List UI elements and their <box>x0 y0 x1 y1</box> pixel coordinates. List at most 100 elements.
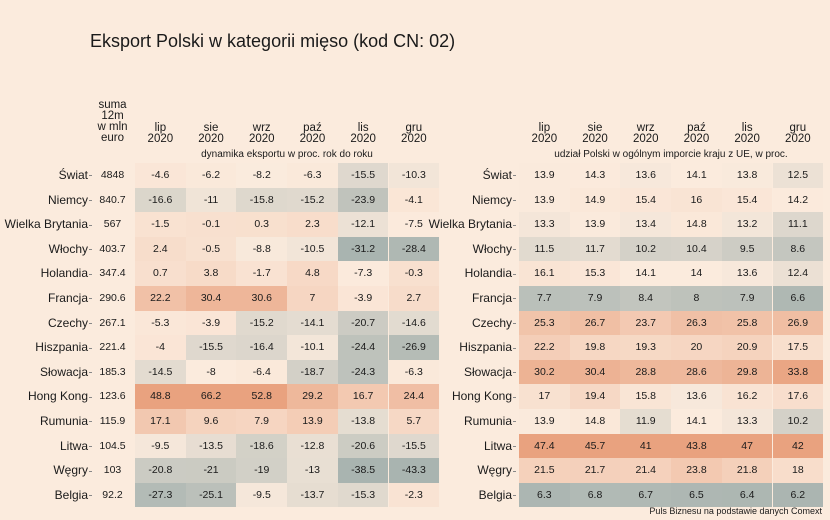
country-label: Hiszpania <box>35 335 92 359</box>
heatmap-cell: 14.9 <box>569 187 621 213</box>
heatmap-cell: -19 <box>236 458 288 483</box>
heatmap-cell: -26.9 <box>388 335 440 360</box>
country-name: Włochy <box>472 241 512 256</box>
country-name: Wielka Brytania <box>4 217 88 232</box>
heatmap-cell: 12.4 <box>772 261 824 286</box>
heatmap-cell: 5.7 <box>388 409 440 434</box>
source-note: Puls Biznesu na podstawie danych Comext <box>649 506 822 516</box>
heatmap-cell: -6.3 <box>388 359 440 385</box>
heatmap-cell: 13.9 <box>519 163 570 188</box>
axis-tick <box>513 199 516 201</box>
heatmap-cell: 23.7 <box>620 310 672 336</box>
country-label: Węgry <box>53 458 92 482</box>
month-header: wrz 2020 <box>248 122 275 145</box>
heatmap-cell: 22.2 <box>135 286 186 311</box>
heatmap-cell: -8.2 <box>236 163 288 188</box>
heatmap-cell: -20.8 <box>135 458 186 483</box>
country-label: Hong Kong <box>452 384 516 408</box>
heatmap-cell: -15.2 <box>236 310 288 336</box>
heatmap-cell: 13.4 <box>620 212 672 237</box>
heatmap-cell: 19.3 <box>620 335 672 360</box>
sum-value: 115.9 <box>99 415 126 427</box>
heatmap-cell: -1.5 <box>135 212 186 237</box>
heatmap-cell: 7.9 <box>569 286 621 311</box>
heatmap-cell: -13.8 <box>337 409 389 434</box>
country-name: Słowacja <box>39 364 88 379</box>
country-label: Niemcy <box>472 188 516 212</box>
heatmap-cell: 10.4 <box>671 236 722 262</box>
axis-tick <box>89 372 92 374</box>
heatmap-cell: 20.9 <box>721 335 773 360</box>
heatmap-cell: -1.7 <box>236 261 288 286</box>
country-name: Wielka Brytania <box>428 217 512 232</box>
axis-tick <box>89 249 92 251</box>
axis-tick <box>89 445 92 447</box>
heatmap-cell: -15.8 <box>236 187 288 213</box>
country-name: Czechy <box>471 315 512 330</box>
axis-tick <box>513 249 516 251</box>
heatmap-cell: -10.1 <box>287 335 338 360</box>
heatmap-cell: 19.4 <box>569 384 621 409</box>
heatmap-cell: -15.2 <box>287 187 338 213</box>
heatmap-cell: 7.7 <box>519 286 570 311</box>
month-header: paź 2020 <box>299 122 326 145</box>
heatmap-cell: 47.4 <box>519 433 570 459</box>
heatmap-cell: -20.7 <box>337 310 389 336</box>
heatmap-cell: -24.3 <box>337 359 389 385</box>
country-name: Francja <box>471 291 512 305</box>
heatmap-cell: 16 <box>671 187 722 213</box>
heatmap-cell: 11.7 <box>569 236 621 262</box>
sum-value: 92.2 <box>102 488 123 501</box>
heatmap-cell: -14.6 <box>388 310 440 336</box>
heatmap-cell: 43.8 <box>671 433 722 459</box>
month-header: sie 2020 <box>582 122 608 145</box>
heatmap-cell: 10.2 <box>620 236 672 262</box>
country-label: Litwa <box>60 434 92 458</box>
heatmap-cell: -9.5 <box>135 433 186 459</box>
heatmap-cell: 13.6 <box>620 163 672 188</box>
heatmap-cell: 7.9 <box>721 286 773 311</box>
axis-tick <box>513 273 516 275</box>
country-label: Świat <box>483 163 516 187</box>
country-name: Świat <box>482 168 512 182</box>
heatmap-cell: 9.6 <box>185 409 237 434</box>
axis-tick <box>89 273 92 275</box>
country-name: Węgry <box>477 463 512 478</box>
heatmap-cell: -8 <box>185 359 237 385</box>
heatmap-cell: 26.7 <box>569 310 621 336</box>
heatmap-cell: 14.2 <box>772 187 824 213</box>
heatmap-cell: 25.8 <box>721 310 773 336</box>
heatmap-cell: -0.1 <box>185 212 237 237</box>
country-label: Słowacja <box>40 360 92 384</box>
heatmap-cell: 20 <box>671 335 722 360</box>
axis-tick <box>513 470 516 472</box>
country-name: Belgia <box>54 487 88 502</box>
heatmap-cell: 14.8 <box>671 212 722 237</box>
sum-value: 221.4 <box>99 341 126 354</box>
axis-tick <box>513 421 516 423</box>
heatmap-cell: -10.5 <box>287 236 338 262</box>
heatmap-cell: 21.4 <box>620 458 672 483</box>
heatmap-cell: 4.8 <box>287 261 338 286</box>
country-name: Hiszpania <box>459 340 512 355</box>
heatmap-cell: 17.5 <box>772 335 824 360</box>
heatmap-cell: -8.8 <box>236 236 288 262</box>
axis-tick <box>513 322 516 324</box>
heatmap-cell: 14.8 <box>569 409 621 434</box>
country-name: Hong Kong <box>451 389 512 404</box>
axis-tick <box>89 175 92 177</box>
heatmap-cell: 22.2 <box>519 335 570 360</box>
heatmap-cell: 2.4 <box>135 236 186 262</box>
heatmap-cell: 7 <box>287 286 338 311</box>
sum-value: 104.5 <box>99 439 126 452</box>
heatmap-cell: -38.5 <box>337 458 389 483</box>
country-label: Holandia <box>41 261 92 285</box>
heatmap-cell: -20.6 <box>337 433 389 459</box>
heatmap-cell: 13.9 <box>519 409 570 434</box>
heatmap-cell: -13.5 <box>185 433 237 459</box>
heatmap-cell: 30.4 <box>185 286 237 311</box>
heatmap-cell: 6.3 <box>519 482 570 508</box>
country-label: Wielka Brytania <box>5 212 92 236</box>
heatmap-cell: 8.4 <box>620 286 672 311</box>
sum-value: 403.7 <box>99 242 126 255</box>
